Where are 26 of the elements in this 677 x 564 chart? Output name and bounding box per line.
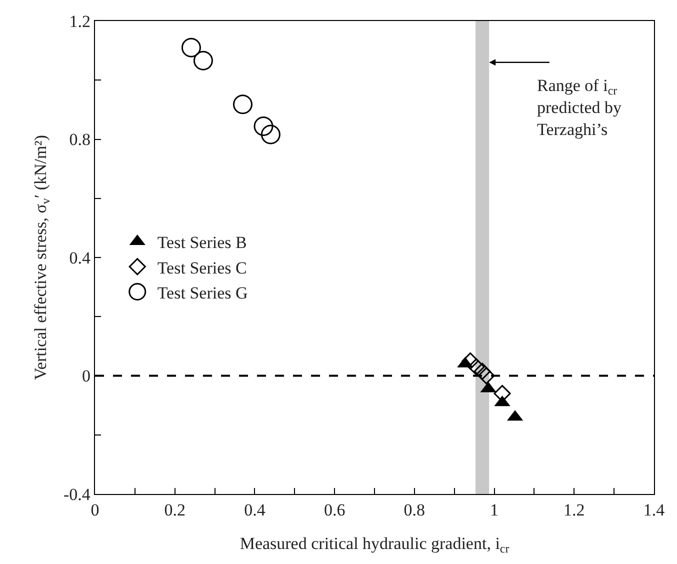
y-tick-label: -0.4 bbox=[64, 484, 91, 504]
point bbox=[260, 124, 280, 144]
point bbox=[193, 50, 213, 70]
x-axis-title: Measured critical hydraulic gradient, i$_{cr}$ bbox=[240, 534, 510, 556]
legend-label: Test Series B bbox=[157, 233, 247, 252]
y-tick-label: 0 bbox=[82, 366, 90, 386]
point bbox=[254, 116, 274, 136]
x-tick-label: 1.2 bbox=[564, 500, 585, 520]
x-tick-label: 0.6 bbox=[324, 500, 346, 520]
x-tick-label: 0.4 bbox=[244, 500, 266, 520]
point bbox=[468, 358, 485, 376]
point bbox=[474, 362, 491, 380]
x-tick-label: 0.2 bbox=[164, 500, 186, 520]
point bbox=[478, 367, 495, 384]
y-tick-label: 0.8 bbox=[69, 130, 90, 150]
x-tick-label: 1.4 bbox=[643, 500, 666, 520]
x-tick-label: 1 bbox=[490, 500, 499, 520]
y-tick-label: 1.2 bbox=[69, 12, 90, 31]
legend-label: Test Series G bbox=[157, 283, 248, 302]
x-tick-label: 0.8 bbox=[404, 500, 426, 520]
y-tick-label: 0.4 bbox=[69, 248, 91, 268]
point bbox=[462, 352, 479, 370]
point bbox=[233, 94, 252, 114]
point bbox=[181, 38, 201, 58]
legend-label: Test Series C bbox=[157, 258, 247, 278]
annotation: Range of i$_{cr}$ predicted by Terzaghi’s bbox=[537, 76, 622, 140]
